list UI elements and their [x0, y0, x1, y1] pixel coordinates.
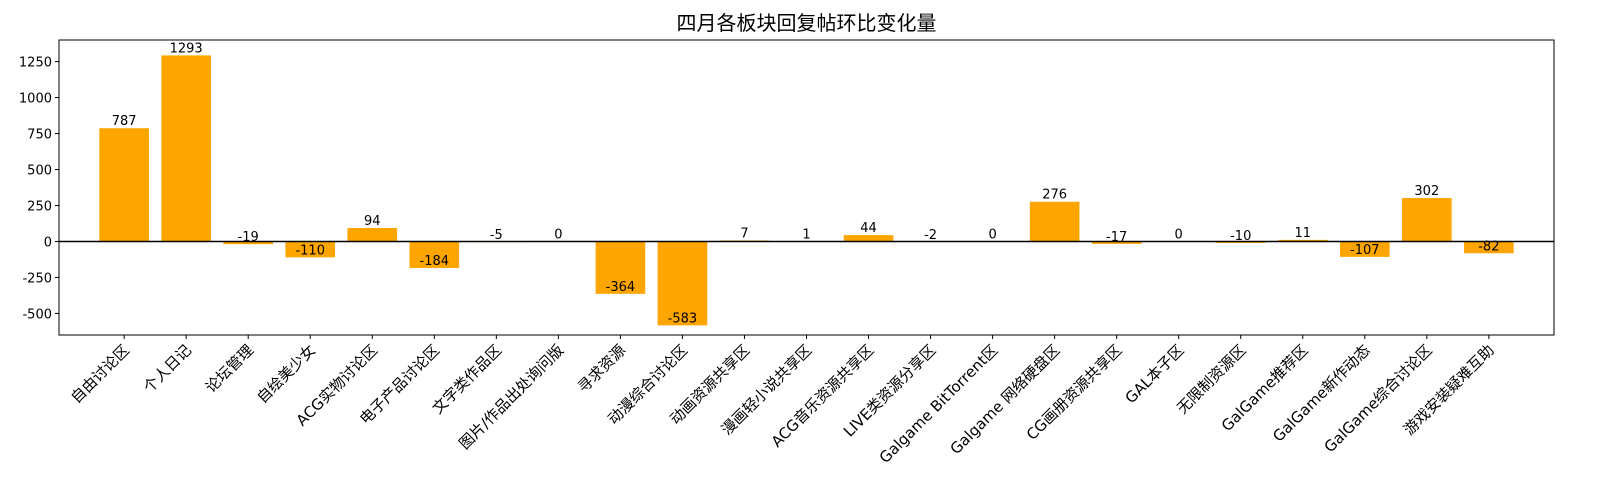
bar: [1029, 201, 1080, 242]
data-label: 11: [1294, 226, 1311, 241]
data-label: -10: [1230, 229, 1251, 244]
x-tick-label: Galgame 网络硬盘区: [947, 341, 1064, 458]
x-tick-label: 自由讨论区: [67, 341, 133, 407]
x-tick-label: GAL本子区: [1122, 341, 1188, 407]
bar: [409, 241, 460, 268]
y-axis: -500 -250 0 250 500 750 1000 1250: [19, 56, 59, 322]
x-tick-label: ACG音乐资源共享区: [768, 341, 878, 451]
bar: [1339, 241, 1390, 257]
y-tick-label: 250: [27, 199, 52, 214]
y-tick-label: 500: [27, 164, 52, 179]
x-axis: 自由讨论区 个人日记 论坛管理自绘美少女ACG实物讨论区电子产品讨论区文字类作品区图…: [67, 335, 1498, 467]
x-tick-label: 个人日记: [140, 341, 195, 396]
data-labels-group: 787 1293 -19 -110 94 -184 -5 0 -364 -583 7 1 44 -2 0 27…: [112, 41, 1500, 326]
bar: [657, 241, 708, 326]
data-label: -5: [490, 228, 503, 243]
bar: [595, 241, 646, 294]
data-label: 94: [364, 214, 381, 229]
x-tick-label: 自绘美少女: [253, 341, 319, 407]
data-label: 0: [988, 227, 996, 242]
data-label: 7: [740, 226, 748, 241]
bar: [1464, 241, 1514, 254]
data-label: 276: [1042, 188, 1067, 203]
data-label: -110: [295, 243, 325, 258]
data-label: -17: [1106, 230, 1127, 245]
data-label: 44: [860, 221, 877, 236]
plot-area: 787 1293 -19 -110 94 -184 -5 0 -364 -583 7 1 44 -2 0 27…: [19, 39, 1555, 467]
data-label: -82: [1478, 239, 1499, 254]
bars-group: [99, 55, 1514, 326]
data-label: 1293: [170, 41, 203, 56]
data-label: -2: [924, 228, 937, 243]
data-label: -107: [1350, 243, 1380, 258]
bar: [223, 241, 274, 245]
bar: [285, 241, 336, 258]
y-tick-label: -250: [22, 271, 52, 286]
bar: [843, 235, 894, 242]
bar: [347, 227, 398, 242]
data-label: 0: [1175, 227, 1183, 242]
x-tick-label: 图片/作品出处询问版: [455, 341, 567, 453]
data-label: -583: [668, 311, 698, 326]
x-tick-label: 论坛管理: [202, 341, 257, 396]
data-label: 787: [112, 114, 137, 129]
x-tick-label: 寻求资源: [574, 341, 629, 396]
bar: [1091, 241, 1142, 244]
plot-frame: [58, 39, 1555, 336]
bar: [99, 128, 149, 242]
data-label: 1: [802, 227, 810, 242]
chart-title: 四月各板块回复帖环比变化量: [677, 11, 937, 35]
data-label: 0: [554, 227, 562, 242]
y-tick-label: 1250: [19, 56, 52, 71]
bar: [1402, 198, 1452, 242]
data-label: 302: [1414, 184, 1439, 199]
bar: [161, 55, 211, 242]
data-label: -184: [420, 254, 450, 269]
x-tick-label: GalGame综合讨论区: [1321, 341, 1436, 456]
x-tick-label: Galgame BitTorrent区: [876, 341, 1002, 467]
y-tick-label: 1000: [19, 92, 52, 107]
y-tick-label: 750: [27, 128, 52, 143]
y-tick-label: 0: [44, 235, 52, 250]
data-label: -19: [238, 230, 259, 245]
y-tick-label: -500: [22, 307, 52, 322]
data-label: -364: [606, 280, 636, 295]
bar: [1277, 239, 1328, 242]
